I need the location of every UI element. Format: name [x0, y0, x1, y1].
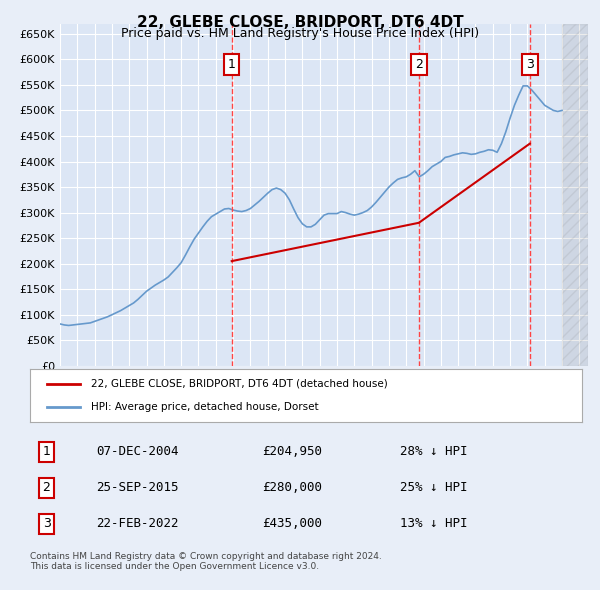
Text: 25-SEP-2015: 25-SEP-2015 [96, 481, 179, 494]
Text: 07-DEC-2004: 07-DEC-2004 [96, 445, 179, 458]
Text: 1: 1 [43, 445, 50, 458]
Text: £280,000: £280,000 [262, 481, 322, 494]
Text: 2: 2 [415, 58, 423, 71]
Text: 2: 2 [43, 481, 50, 494]
Text: 22-FEB-2022: 22-FEB-2022 [96, 517, 179, 530]
Text: 3: 3 [526, 58, 534, 71]
Text: £435,000: £435,000 [262, 517, 322, 530]
Text: Contains HM Land Registry data © Crown copyright and database right 2024.
This d: Contains HM Land Registry data © Crown c… [30, 552, 382, 571]
Text: 22, GLEBE CLOSE, BRIDPORT, DT6 4DT: 22, GLEBE CLOSE, BRIDPORT, DT6 4DT [137, 15, 463, 30]
Text: 1: 1 [228, 58, 236, 71]
Bar [562, 24, 588, 366]
Text: 13% ↓ HPI: 13% ↓ HPI [400, 517, 467, 530]
Text: £204,950: £204,950 [262, 445, 322, 458]
Text: 25% ↓ HPI: 25% ↓ HPI [400, 481, 467, 494]
Text: 22, GLEBE CLOSE, BRIDPORT, DT6 4DT (detached house): 22, GLEBE CLOSE, BRIDPORT, DT6 4DT (deta… [91, 379, 388, 389]
Text: Price paid vs. HM Land Registry's House Price Index (HPI): Price paid vs. HM Land Registry's House … [121, 27, 479, 40]
Text: 3: 3 [43, 517, 50, 530]
Text: HPI: Average price, detached house, Dorset: HPI: Average price, detached house, Dors… [91, 402, 319, 412]
Text: 28% ↓ HPI: 28% ↓ HPI [400, 445, 467, 458]
